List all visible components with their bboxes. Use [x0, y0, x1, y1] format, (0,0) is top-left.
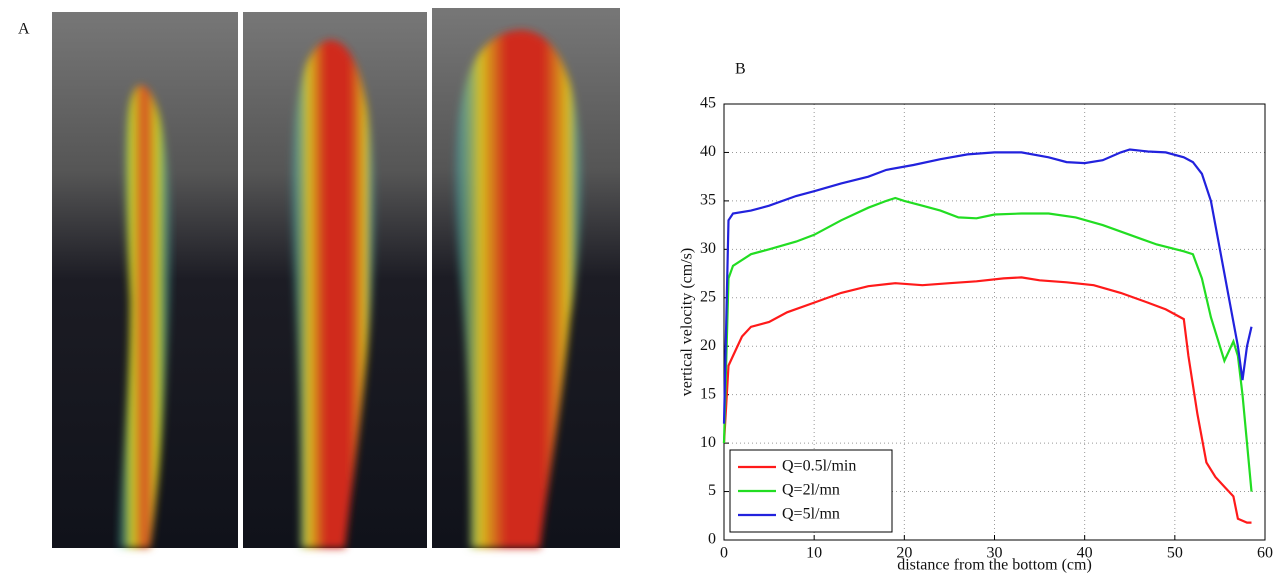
- series-line: [722, 276, 1252, 524]
- series-line: [722, 196, 1253, 492]
- plot-frame: [723, 103, 1266, 541]
- legend-label: Q=0.5l/min: [782, 458, 856, 475]
- panel-label: A: [18, 21, 30, 38]
- panel-label: B: [735, 61, 746, 78]
- x-tick-label: 50: [1167, 545, 1183, 562]
- y-tick-label: 45: [700, 95, 716, 112]
- y-tick-label: 15: [700, 385, 716, 402]
- x-axis-label: distance from the bottom (cm): [897, 557, 1092, 574]
- x-tick-label: 30: [987, 545, 1003, 562]
- line-chart: B 0 5 10 15 20 25 30 35 40 45 0 10 20 30 40 50 60 distance…: [679, 61, 1273, 574]
- y-tick-label: 20: [700, 337, 716, 354]
- y-tick-label: 35: [700, 192, 716, 209]
- y-tick-label: 40: [700, 143, 716, 160]
- x-tick-label: 0: [720, 545, 728, 562]
- x-tick-label: 40: [1077, 545, 1093, 562]
- piv-images: [52, 8, 620, 548]
- y-tick-label: 5: [708, 482, 716, 499]
- x-tick-label: 20: [896, 545, 912, 562]
- legend-label: Q=5l/mn: [782, 506, 840, 523]
- y-axis-label: vertical velocity (cm/s): [679, 248, 696, 396]
- x-tick-label: 10: [806, 545, 822, 562]
- x-tick-label: 60: [1257, 545, 1273, 562]
- y-tick-label: 30: [700, 240, 716, 257]
- legend-label: Q=2l/mn: [782, 482, 840, 499]
- y-tick-label: 25: [700, 288, 716, 305]
- series-line: [722, 148, 1253, 424]
- y-tick-label: 10: [700, 434, 716, 451]
- y-tick-label: 0: [708, 531, 716, 548]
